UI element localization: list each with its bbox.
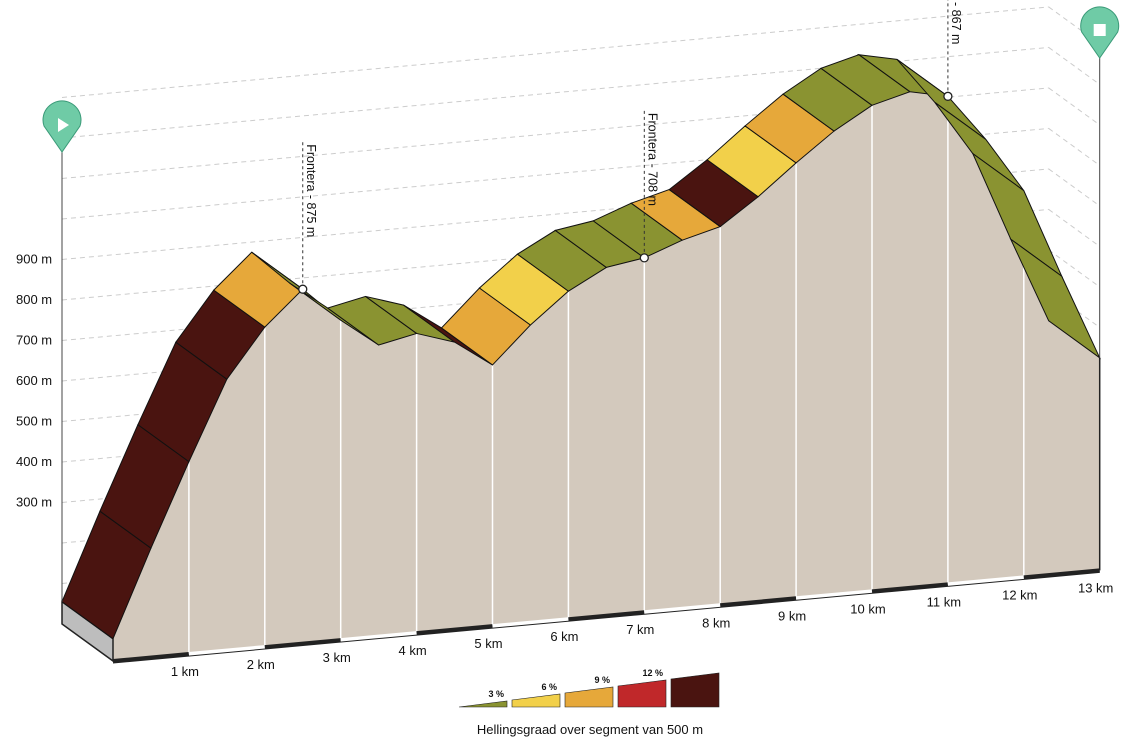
- gridline: [61, 168, 1049, 260]
- y-tick-label: 400 m: [16, 454, 52, 469]
- legend-label: 3 %: [488, 689, 504, 699]
- gridline: [61, 127, 1049, 220]
- y-tick-label: 300 m: [16, 495, 52, 510]
- x-tick-label: 2 km: [247, 657, 275, 672]
- base-stripe: [340, 631, 417, 643]
- legend-swatch: [670, 672, 720, 708]
- base-stripe: [416, 624, 493, 636]
- gridline: [61, 46, 1049, 139]
- legend-label: 12 %: [642, 668, 663, 678]
- x-tick-label: 13 km: [1078, 580, 1113, 595]
- y-tick-label: 800 m: [16, 292, 52, 307]
- legend-swatch: [511, 693, 561, 708]
- x-tick-label: 5 km: [474, 636, 502, 651]
- legend-label: 9 %: [594, 675, 610, 685]
- base-stripe: [720, 596, 797, 608]
- base-stripe: [568, 610, 645, 622]
- x-axis-labels: 1 km 2 km 3 km 4 km 5 km 6 km 7 km 8 km 9 km 10 k…: [171, 580, 1114, 679]
- x-tick-label: 7 km: [626, 622, 654, 637]
- play-icon: [58, 118, 69, 132]
- slope-band: [61, 53, 1101, 640]
- legend-caption: Hellingsgraad over segment van 500 m: [477, 722, 703, 737]
- gridline: [61, 6, 1049, 98]
- x-tick-label: 4 km: [399, 643, 427, 658]
- base-stripe: [264, 638, 341, 650]
- gridline: [61, 87, 1049, 179]
- gradient-legend: 3 % 6 % 9 % 12 % Hellingsgraad over segment …: [458, 668, 720, 737]
- y-axis-labels: 300 m 400 m 500 m 600 m 700 m 800 m 900 m: [16, 252, 52, 510]
- profile-area: [113, 91, 1100, 662]
- profile-area-fill: [113, 91, 1100, 662]
- base-line: [112, 571, 1100, 664]
- start-finish-markers: [42, 6, 1120, 602]
- gridline-connector: [1048, 128, 1100, 166]
- summit-point: [943, 91, 953, 101]
- base-stripe: [1023, 568, 1100, 580]
- x-tick-label: 6 km: [550, 629, 578, 644]
- gridline-connector: [1048, 249, 1100, 288]
- y-tick-label: 600 m: [16, 373, 52, 388]
- gridline-connector: [1048, 87, 1100, 126]
- base-stripe: [871, 582, 949, 594]
- base-stripe: [795, 589, 873, 601]
- x-tick-label: 8 km: [702, 615, 730, 630]
- base-stripe: [112, 652, 190, 663]
- summit-point: [639, 253, 649, 263]
- y-tick-label: 500 m: [16, 414, 52, 429]
- legend-label: 6 %: [541, 682, 557, 692]
- gridline-connector: [1048, 209, 1100, 247]
- stop-icon: [1093, 24, 1106, 36]
- gridline-connector: [1048, 6, 1100, 45]
- x-tick-label: 11 km: [927, 594, 961, 609]
- x-tick-label: 10 km: [850, 601, 885, 616]
- base-stripe: [947, 575, 1024, 587]
- x-tick-label: 12 km: [1002, 587, 1037, 602]
- legend-swatch: [564, 686, 614, 708]
- summit-label: Frontera - 708 m: [645, 113, 659, 206]
- legend-swatch: [458, 700, 508, 708]
- gridline-connector: [1048, 47, 1100, 85]
- x-tick-label: 9 km: [778, 608, 806, 623]
- base-stripe: [644, 603, 721, 615]
- summit-label: Frontera - 867 m: [949, 0, 963, 44]
- y-tick-label: 700 m: [16, 333, 52, 348]
- summit-markers: Frontera - 875 m Frontera - 708 m Frontera…: [298, 0, 963, 294]
- base-stripe: [492, 617, 569, 629]
- x-tick-label: 3 km: [323, 650, 351, 665]
- base-stripe: [188, 645, 265, 657]
- slope-segment: [1009, 237, 1101, 360]
- summit-label: Frontera - 875 m: [304, 144, 318, 237]
- legend-swatch: [617, 679, 667, 708]
- gridline-connector: [1048, 168, 1100, 207]
- y-tick-label: 900 m: [16, 252, 52, 267]
- x-tick-label: 1 km: [171, 664, 199, 679]
- summit-point: [298, 284, 308, 294]
